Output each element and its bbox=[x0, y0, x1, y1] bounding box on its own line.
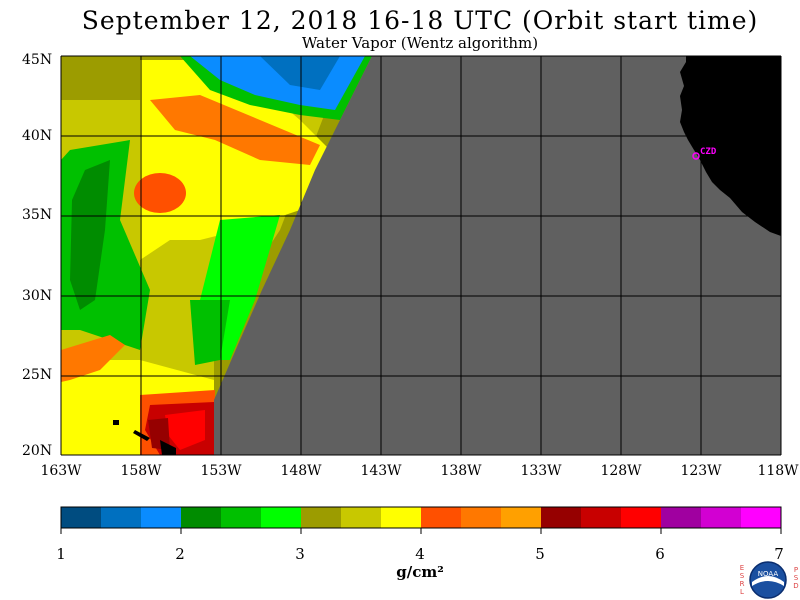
map-field bbox=[61, 56, 781, 455]
map-subtitle: Water Vapor (Wentz algorithm) bbox=[301, 34, 539, 52]
no-data-swath-edge bbox=[214, 56, 781, 455]
lat-label-20n: 20N bbox=[22, 443, 53, 459]
station-label: CZD bbox=[700, 147, 717, 157]
colorbar-swatch bbox=[581, 507, 621, 528]
colorbar-swatch bbox=[541, 507, 581, 528]
moisture-band-orange-north bbox=[150, 95, 320, 165]
colorbar-tick-6: 6 bbox=[655, 545, 665, 563]
moisture-band-darkblue bbox=[260, 56, 340, 90]
colorbar-swatch bbox=[421, 507, 461, 528]
colorbar-swatch bbox=[661, 507, 701, 528]
colorbar-swatch bbox=[381, 507, 421, 528]
colorbar-swatch bbox=[741, 507, 781, 528]
colorbar-swatch bbox=[61, 507, 101, 528]
lon-label-138w: 138W bbox=[440, 463, 482, 479]
lon-label-123w: 123W bbox=[680, 463, 722, 479]
colorbar-swatch bbox=[341, 507, 381, 528]
map-grid bbox=[60, 55, 782, 456]
lon-label-133w: 133W bbox=[520, 463, 562, 479]
colorbar bbox=[60, 506, 782, 534]
island-maui-hawaii bbox=[160, 440, 176, 455]
lat-label-40n: 40N bbox=[22, 128, 53, 144]
moisture-band-darkgreen bbox=[70, 160, 110, 310]
lon-label-153w: 153W bbox=[200, 463, 242, 479]
lon-label-143w: 143W bbox=[360, 463, 402, 479]
colorbar-swatch bbox=[261, 507, 301, 528]
lat-label-25n: 25N bbox=[22, 367, 53, 383]
lat-label-30n: 30N bbox=[22, 288, 53, 304]
moisture-band-brightred bbox=[165, 410, 205, 450]
colorbar-swatch bbox=[701, 507, 741, 528]
lon-label-118w: 118W bbox=[757, 463, 799, 479]
lat-label-35n: 35N bbox=[22, 207, 53, 223]
lon-label-128w: 128W bbox=[600, 463, 642, 479]
colorbar-swatch bbox=[501, 507, 541, 528]
colorbar-swatch bbox=[461, 507, 501, 528]
colorbar-tick-5: 5 bbox=[535, 545, 545, 563]
svg-text:NOAA: NOAA bbox=[758, 570, 779, 578]
moisture-band-darkred bbox=[148, 418, 170, 450]
colorbar-swatch bbox=[101, 507, 141, 528]
moisture-blob-orange bbox=[134, 173, 186, 213]
noaa-emblem-icon: NOAA bbox=[749, 561, 787, 599]
lon-label-158w: 158W bbox=[120, 463, 162, 479]
colorbar-unit: g/cm² bbox=[396, 563, 444, 581]
map-title: September 12, 2018 16-18 UTC (Orbit star… bbox=[81, 6, 759, 35]
colorbar-tick-4: 4 bbox=[415, 545, 425, 563]
colorbar-tick-3: 3 bbox=[295, 545, 305, 563]
colorbar-swatch bbox=[141, 507, 181, 528]
colorbar-tick-1: 1 bbox=[56, 545, 66, 563]
moisture-band-orange-west bbox=[61, 335, 125, 382]
colorbar-swatch bbox=[221, 507, 261, 528]
colorbar-swatch bbox=[301, 507, 341, 528]
land-california bbox=[680, 56, 781, 236]
lon-label-148w: 148W bbox=[280, 463, 322, 479]
lon-label-163w: 163W bbox=[40, 463, 82, 479]
colorbar-swatch bbox=[181, 507, 221, 528]
station-marker-icon bbox=[692, 152, 700, 160]
colorbar-tick-2: 2 bbox=[175, 545, 185, 563]
island-kauai bbox=[113, 420, 119, 425]
colorbar-swatch bbox=[621, 507, 661, 528]
colorbar-tick-7: 7 bbox=[774, 545, 784, 563]
moisture-band-green-mid bbox=[190, 300, 230, 365]
lat-label-45n: 45N bbox=[22, 52, 53, 68]
